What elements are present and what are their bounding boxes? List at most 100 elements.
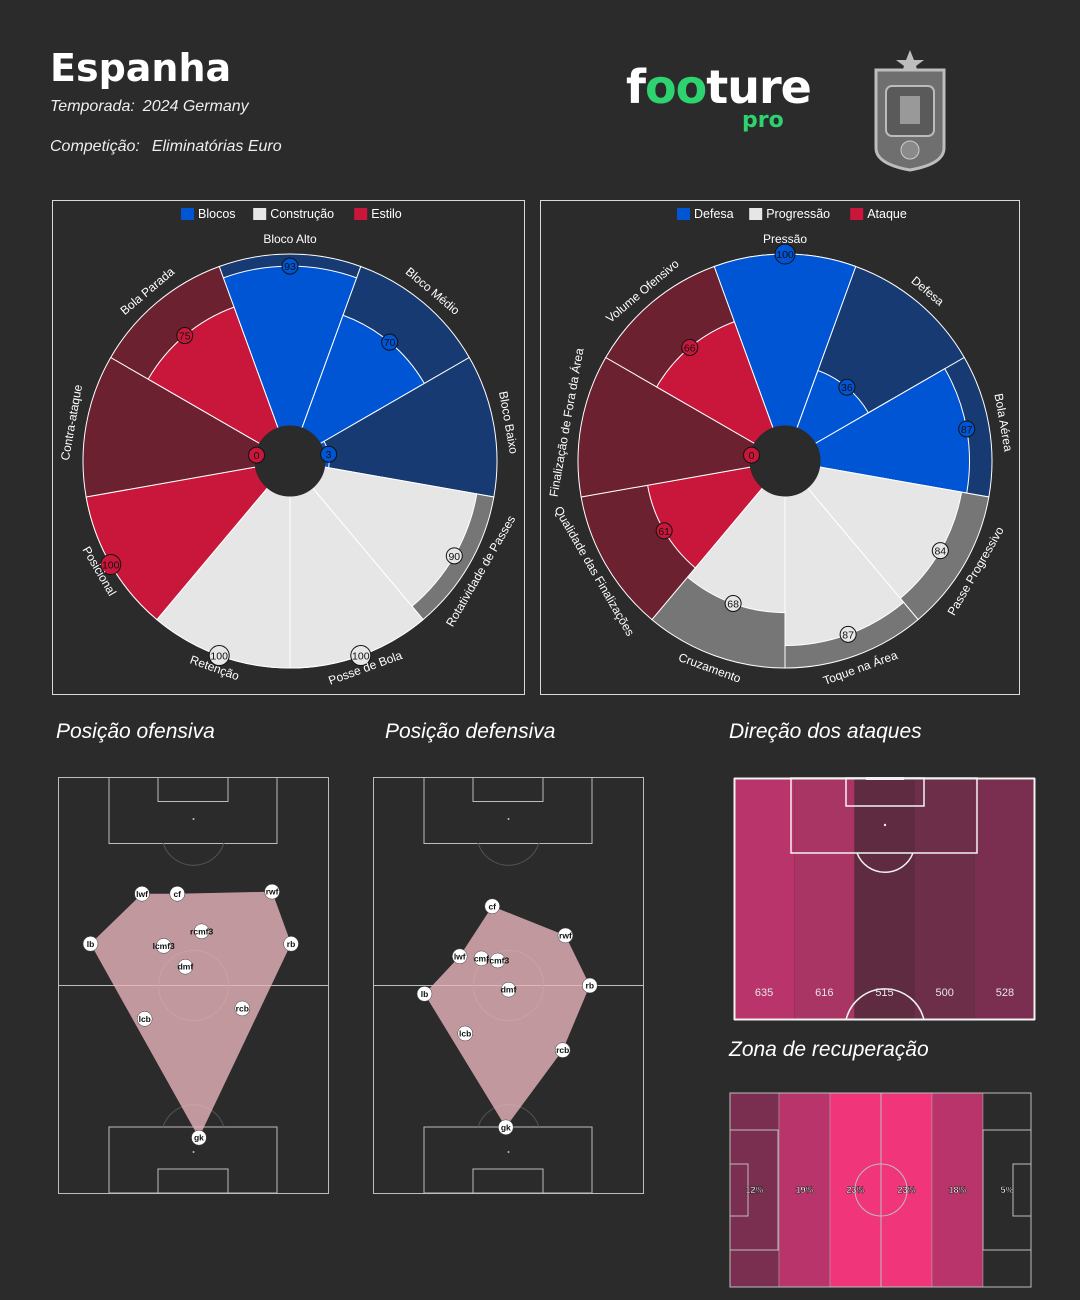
legend-label-ataque: Ataque	[867, 207, 907, 221]
season-value: 2024 Germany	[142, 98, 249, 115]
player-label-dmf: dmf	[178, 962, 194, 972]
value-label-contra-ataque: 0	[254, 450, 260, 462]
attack-value-3: 500	[936, 987, 954, 999]
team-shape	[424, 906, 590, 1128]
player-dot-rcb	[554, 1042, 571, 1058]
competition-value: Eliminatórias Euro	[151, 138, 282, 155]
value-label-volume-ofensivo: 66	[684, 342, 696, 354]
value-label-retencao: 100	[210, 651, 228, 663]
player-label-gk: gk	[194, 1133, 204, 1143]
value-label-toque-na-area: 87	[842, 629, 854, 641]
competition-row: Competição: Eliminatórias Euro	[50, 138, 282, 156]
recovery-zone-4	[931, 1092, 984, 1288]
player-label-rwf: rwf	[266, 887, 279, 897]
player-dot-gk	[498, 1119, 514, 1136]
competition-label: Competição:	[50, 138, 140, 155]
top-penalty-box	[423, 777, 593, 844]
center-arc	[845, 988, 925, 1021]
value-badge-posse-de-bola	[350, 645, 372, 667]
value-badge-qualidade-das-finalizacoes	[655, 522, 673, 540]
player-dot-dmf	[500, 981, 517, 998]
player-dot-gk	[191, 1129, 207, 1146]
penalty-spot	[883, 823, 887, 827]
attack-value-0: 635	[755, 987, 773, 999]
polar-panel-right: Defesa Progressão Ataque 100 Pressão 36 Defesa…	[540, 200, 1020, 695]
player-dot-rwf	[264, 883, 280, 900]
value-badge-retencao	[208, 645, 230, 667]
top-goal-box	[157, 777, 229, 802]
player-dot-rcmf3	[193, 923, 210, 940]
legend-swatch	[749, 208, 763, 220]
value-badge-bloco-alto	[281, 257, 299, 275]
category-label-contra-ataque: Contra-ataque	[58, 383, 85, 461]
legend-label-defesa: Defesa	[694, 207, 734, 221]
polar-chart-right: Defesa Progressão Ataque100Pressão36Defesa…	[546, 207, 1016, 688]
value-badge-posicional	[100, 554, 122, 575]
team-name: Espanha	[50, 46, 232, 90]
top-arc	[477, 842, 540, 866]
attack-lane-2	[854, 778, 915, 1020]
player-dot-lcmf3	[155, 938, 172, 954]
top-spot	[192, 818, 195, 820]
legend-label-construcao: Construção	[270, 207, 334, 221]
player-label-cf: cf	[488, 901, 496, 911]
polar-center	[749, 425, 821, 497]
bottom-goal-box	[472, 1168, 544, 1194]
player-label-lwf: lwf	[136, 889, 148, 899]
player-dot-cf	[484, 898, 500, 915]
value-badge-finalizacao-de-fora-da-area	[743, 446, 761, 464]
team-crest-icon	[874, 50, 946, 172]
value-label-pressao: 100	[776, 249, 794, 261]
player-label-rb: rb	[287, 939, 296, 949]
legend-label-blocos: Blocos	[198, 207, 236, 221]
legend-swatch	[253, 208, 267, 220]
recovery-center-circle	[854, 1163, 908, 1217]
bottom-goal-box	[157, 1168, 229, 1194]
legend-label-estilo: Estilo	[371, 207, 402, 221]
value-label-bloco-medio: 70	[384, 337, 396, 349]
player-dot-cf	[169, 886, 185, 902]
bottom-spot	[192, 1151, 195, 1153]
value-label-bola-parada: 75	[179, 331, 191, 343]
player-label-gk: gk	[501, 1122, 511, 1132]
player-dot-rcb	[234, 1000, 251, 1017]
recovery-value-1: 19%	[795, 1185, 813, 1195]
top-penalty-box	[108, 777, 278, 844]
offensive-title: Posição ofensiva	[56, 720, 215, 743]
legend-swatch	[677, 208, 690, 220]
recovery-value-5: 5%	[1000, 1185, 1013, 1195]
value-label-bloco-baixo: 3	[326, 449, 332, 461]
recovery-right-goalbox	[1012, 1163, 1032, 1217]
value-label-bloco-alto: 93	[284, 261, 296, 273]
legend-label-progressao: Progressão	[766, 207, 830, 221]
value-badge-toque-na-area	[839, 625, 857, 643]
player-dot-lwf	[134, 886, 150, 902]
recovery-zone-chart: 12% 19% 23% 23% 18% 5%	[729, 1092, 1032, 1288]
polar-panel-left: Blocos Construção Estilo 93 Bloco Alto 70 Bloc…	[52, 200, 525, 695]
value-label-finalizacao-de-fora-da-area: 0	[749, 450, 755, 462]
attack-value-2: 515	[875, 987, 893, 999]
category-label-bloco-alto: Bloco Alto	[263, 232, 317, 246]
legend-swatch	[354, 208, 368, 220]
player-dot-cmf	[473, 950, 490, 967]
logo-oo: oo	[645, 60, 707, 114]
offensive-pitch: lwf cf rwf rcmf3 lb rb lcmf3 dmf rcb lcb gk	[58, 777, 329, 1194]
player-dot-lb	[416, 986, 433, 1002]
attack-lane-0	[734, 778, 795, 1020]
value-badge-cruzamento	[724, 594, 742, 612]
value-badge-pressao	[774, 243, 796, 265]
category-label-pressao: Pressão	[763, 232, 807, 246]
player-dot-rb	[582, 977, 598, 994]
player-label-lcb: lcb	[459, 1028, 471, 1038]
category-label-bola-aerea: Bola Aérea	[991, 392, 1015, 453]
player-dot-lwf	[451, 948, 468, 965]
value-badge-bloco-baixo	[320, 445, 338, 463]
attack-direction-chart: 635 616 515 500 528	[733, 777, 1036, 1021]
polar-center	[254, 425, 326, 497]
value-badge-rotatividade-de-passes	[445, 547, 463, 565]
recovery-zone-5	[982, 1092, 1032, 1288]
goal	[866, 777, 904, 780]
player-label-lb: lb	[421, 989, 429, 999]
player-dot-rwf	[557, 927, 574, 944]
